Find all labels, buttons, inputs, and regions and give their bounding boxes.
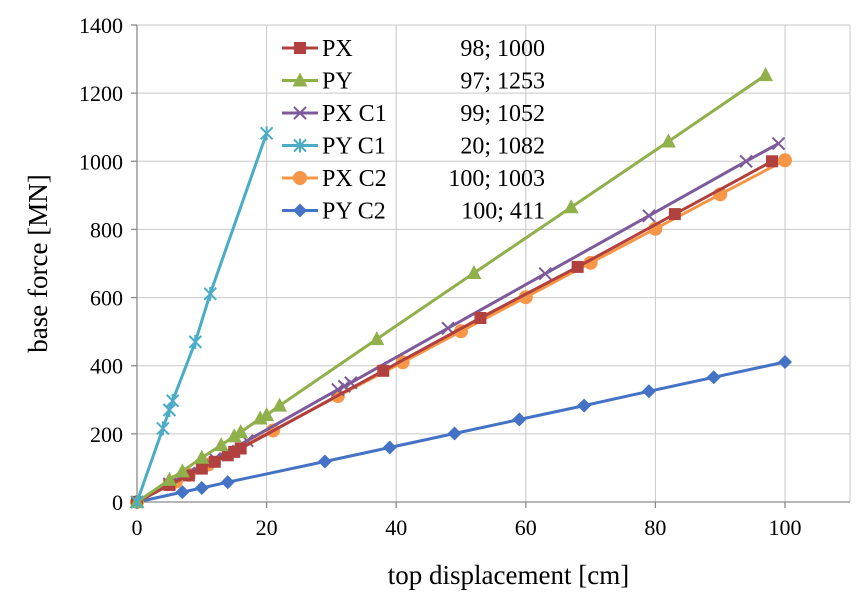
- data-point: [778, 153, 792, 168]
- data-point: [369, 331, 385, 346]
- data-point: [203, 286, 217, 301]
- data-point: [208, 455, 221, 468]
- data-point: [512, 412, 527, 427]
- legend: PX 98; 1000 PY 97; 1253 PX C1 99; 1052 PY C1 20…: [282, 36, 545, 225]
- y-tick-label: 1000: [79, 149, 123, 174]
- legend-series-value: 100; 1003: [448, 166, 545, 192]
- y-tick-label: 600: [90, 286, 123, 311]
- data-point: [577, 398, 592, 413]
- x-tick-label: 60: [515, 515, 537, 540]
- legend-swatch-marker: [293, 203, 307, 218]
- legend-swatch-marker: [293, 138, 307, 153]
- legend-item: PX C1 99; 1052: [282, 101, 545, 127]
- legend-series-name: PY: [322, 69, 353, 95]
- data-point: [259, 126, 274, 141]
- legend-series-name: PX: [322, 36, 353, 62]
- x-tick-label: 20: [256, 515, 278, 540]
- legend-item: PX 98; 1000: [282, 36, 545, 62]
- data-point: [778, 354, 792, 369]
- legend-swatch-marker: [294, 42, 306, 54]
- data-point: [194, 481, 209, 496]
- y-tick-label: 1200: [79, 81, 123, 106]
- y-tick-label: 800: [90, 217, 123, 242]
- x-tick-label: 100: [769, 515, 802, 540]
- data-point: [447, 426, 462, 441]
- data-point: [668, 208, 681, 221]
- x-tick-label: 0: [132, 515, 143, 540]
- data-point: [194, 449, 210, 464]
- data-point: [474, 312, 487, 325]
- legend-series-name: PY C1: [322, 134, 386, 160]
- y-tick-label: 1400: [79, 13, 123, 38]
- series-py-c1: [130, 126, 274, 509]
- data-point: [563, 199, 579, 214]
- x-axis-title: top displacement [cm]: [388, 560, 629, 590]
- data-point: [156, 421, 170, 436]
- data-point: [259, 407, 275, 422]
- y-tick-label: 0: [112, 490, 123, 515]
- legend-series-value: 99; 1052: [460, 101, 545, 127]
- data-point: [213, 437, 229, 452]
- data-point: [758, 67, 774, 82]
- legend-series-value: 98; 1000: [460, 36, 545, 62]
- legend-series-name: PX C1: [322, 101, 387, 127]
- data-point: [739, 154, 753, 168]
- data-point: [642, 209, 656, 223]
- legend-item: PX C2 100; 1003: [282, 166, 545, 192]
- data-point: [175, 485, 190, 500]
- legend-series-value: 97; 1253: [460, 69, 545, 95]
- legend-item: PY C2 100; 411: [282, 199, 545, 225]
- data-point: [188, 334, 203, 349]
- data-point: [466, 265, 482, 280]
- y-tick-label: 200: [90, 422, 123, 447]
- legend-series-name: PY C2: [322, 199, 386, 225]
- data-point: [317, 454, 332, 469]
- legend-swatch-marker: [292, 72, 308, 87]
- legend-item: PY C1 20; 1082: [282, 134, 545, 160]
- data-point: [706, 370, 721, 385]
- data-point: [571, 260, 584, 273]
- legend-swatch-marker: [293, 171, 307, 185]
- data-point: [226, 428, 242, 443]
- data-point: [234, 442, 247, 455]
- data-point: [233, 424, 249, 439]
- data-point: [220, 475, 235, 490]
- legend-series-name: PX C2: [322, 166, 387, 192]
- series-layer: [129, 67, 792, 509]
- legend-series-value: 100; 411: [461, 199, 545, 225]
- data-point: [641, 384, 656, 399]
- data-point: [766, 155, 779, 168]
- legend-item: PY 97; 1253: [282, 69, 545, 95]
- y-axis-title: base force [MN]: [23, 174, 53, 352]
- series-py: [129, 67, 774, 508]
- data-point: [272, 397, 288, 412]
- x-tick-label: 40: [385, 515, 407, 540]
- data-point: [660, 133, 676, 148]
- series-px: [131, 155, 779, 508]
- data-point: [771, 136, 786, 151]
- series-line: [135, 132, 269, 503]
- data-point: [165, 393, 180, 408]
- legend-series-value: 20; 1082: [460, 134, 545, 160]
- axes: 0 200 400 600 800 1000 1200 1400 0 20 40 60 80 100: [79, 13, 850, 540]
- data-point: [174, 463, 190, 478]
- series-py-c2: [130, 354, 792, 509]
- legend-swatch-marker: [293, 106, 307, 120]
- data-point: [161, 471, 177, 486]
- data-point: [382, 440, 397, 455]
- data-point: [130, 495, 144, 509]
- y-tick-label: 400: [90, 354, 123, 379]
- data-point: [195, 462, 208, 475]
- data-point: [377, 364, 390, 377]
- data-point: [538, 267, 552, 281]
- x-tick-label: 80: [644, 515, 666, 540]
